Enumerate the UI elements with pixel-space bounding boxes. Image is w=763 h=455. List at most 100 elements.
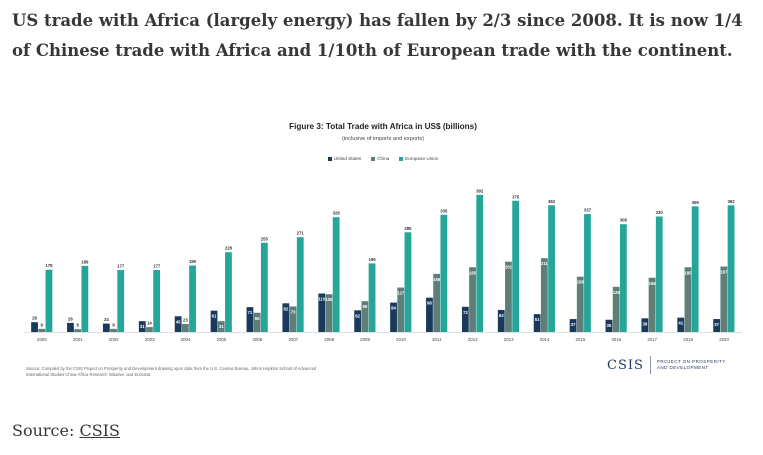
value-label-eu-2013: 375 — [512, 194, 520, 199]
value-label-china-2020: 187 — [720, 270, 728, 275]
x-tick-label-2008: 2008 — [324, 337, 334, 342]
x-tick-label-2001: 2001 — [73, 337, 83, 342]
bar-us-2008 — [318, 293, 326, 332]
x-tick-label-2017: 2017 — [647, 337, 657, 342]
x-tick-label-2009: 2009 — [360, 337, 370, 342]
value-label-eu-2005: 228 — [225, 246, 233, 251]
bar-us-2002 — [102, 323, 110, 332]
value-label-us-2018: 41 — [678, 321, 683, 326]
bar-eu-2013 — [512, 200, 520, 332]
value-label-china-2018: 185 — [684, 270, 692, 275]
value-label-us-2007: 82 — [283, 306, 288, 311]
bar-us-2000 — [31, 322, 38, 332]
value-label-eu-2011: 335 — [440, 208, 448, 213]
csis-wordmark: CSIS — [607, 357, 644, 373]
value-label-eu-2001: 189 — [81, 259, 89, 264]
logo-divider — [649, 356, 651, 374]
bar-eu-2015 — [584, 214, 591, 332]
value-label-us-2015: 37 — [571, 322, 576, 327]
x-tick-label-2002: 2002 — [109, 337, 119, 342]
source-label: Source: — [12, 421, 75, 440]
bar-china-2007 — [289, 306, 297, 332]
value-label-us-2013: 63 — [499, 313, 504, 318]
value-label-china-2017: 155 — [648, 281, 656, 286]
bar-china-2001 — [74, 329, 82, 332]
value-label-us-2010: 84 — [391, 306, 396, 311]
value-label-china-2004: 23 — [183, 317, 188, 322]
value-label-us-2000: 28 — [32, 316, 37, 321]
bar-us-2018 — [677, 317, 685, 332]
value-label-us-2005: 61 — [212, 314, 217, 319]
value-label-us-2014: 51 — [535, 317, 540, 322]
value-label-eu-2012: 392 — [476, 188, 484, 193]
bar-us-2005 — [210, 310, 218, 332]
bar-us-2006 — [246, 307, 254, 332]
bar-us-2016 — [605, 319, 613, 332]
x-tick-label-2004: 2004 — [181, 337, 191, 342]
bar-eu-2009 — [368, 263, 376, 332]
legend-swatch-eu — [399, 156, 404, 161]
value-label-us-2017: 39 — [642, 321, 647, 326]
csis-tagline: PROJECT ON PROSPERITY AND DEVELOPMENT — [656, 359, 726, 370]
bar-us-2009 — [354, 310, 362, 332]
value-label-china-2006: 55 — [255, 316, 260, 321]
bar-eu-2004 — [189, 265, 196, 332]
chart-title: Figure 3: Total Trade with Africa in US$… — [289, 122, 477, 131]
x-tick-label-2000: 2000 — [37, 337, 47, 342]
bar-eu-2008 — [332, 217, 340, 332]
bar-china-2015 — [576, 276, 584, 332]
source-note: Source: Compiled by the CSIS Project on … — [26, 366, 317, 377]
bar-us-2007 — [282, 303, 290, 332]
value-label-eu-2007: 271 — [297, 231, 305, 236]
x-tick-label-2007: 2007 — [288, 337, 298, 342]
value-label-eu-2010: 285 — [404, 226, 412, 231]
value-label-china-2013: 201 — [505, 265, 513, 270]
bar-china-2008 — [325, 294, 333, 332]
bar-us-2015 — [569, 319, 577, 332]
bar-eu-2014 — [548, 205, 555, 332]
bar-china-2010 — [397, 287, 405, 332]
bar-china-2020 — [720, 266, 728, 332]
value-label-eu-2004: 190 — [189, 259, 197, 264]
bar-eu-2020 — [727, 205, 735, 332]
value-label-china-2009: 88 — [362, 304, 367, 309]
x-tick-label-2011: 2011 — [432, 337, 442, 342]
bar-us-2014 — [533, 314, 541, 332]
bar-us-2020 — [713, 319, 721, 332]
value-label-us-2006: 71 — [248, 310, 253, 315]
bar-china-2012 — [469, 267, 476, 332]
bar-eu-2003 — [153, 270, 161, 332]
x-tick-label-2003: 2003 — [145, 337, 155, 342]
bar-us-2017 — [641, 318, 649, 332]
x-tick-label-2010: 2010 — [396, 337, 406, 342]
legend-label-eu: European Union — [405, 156, 439, 161]
bar-us-2010 — [390, 302, 397, 332]
x-tick-label-2014: 2014 — [540, 337, 550, 342]
bar-china-2017 — [648, 277, 656, 332]
value-label-eu-2020: 362 — [727, 199, 735, 204]
bar-eu-2005 — [225, 252, 232, 332]
bar-china-2006 — [253, 312, 261, 332]
value-label-us-2011: 98 — [427, 301, 432, 306]
bar-china-2002 — [110, 328, 117, 332]
bar-china-2000 — [38, 328, 46, 332]
value-label-eu-2006: 255 — [261, 236, 269, 241]
chart-legend: United States China European Union — [12, 156, 754, 161]
bar-eu-2011 — [440, 214, 448, 332]
legend-item-eu: European Union — [399, 156, 438, 161]
x-tick-label-2016: 2016 — [611, 337, 621, 342]
bar-china-2009 — [361, 301, 369, 332]
value-label-us-2002: 24 — [104, 317, 109, 322]
bar-us-2011 — [426, 297, 433, 332]
bar-china-2011 — [433, 273, 441, 332]
bar-china-2016 — [612, 286, 620, 332]
value-label-us-2016: 35 — [607, 323, 612, 328]
value-label-china-2010: 127 — [397, 291, 405, 296]
value-label-us-2003: 31 — [140, 324, 145, 329]
legend-swatch-china — [371, 156, 376, 161]
source-link[interactable]: CSIS — [79, 421, 120, 440]
value-label-china-2012: 185 — [469, 270, 477, 275]
x-tick-label-2013: 2013 — [504, 337, 514, 342]
bar-eu-2000 — [45, 269, 53, 332]
x-tick-label-2005: 2005 — [217, 337, 227, 342]
